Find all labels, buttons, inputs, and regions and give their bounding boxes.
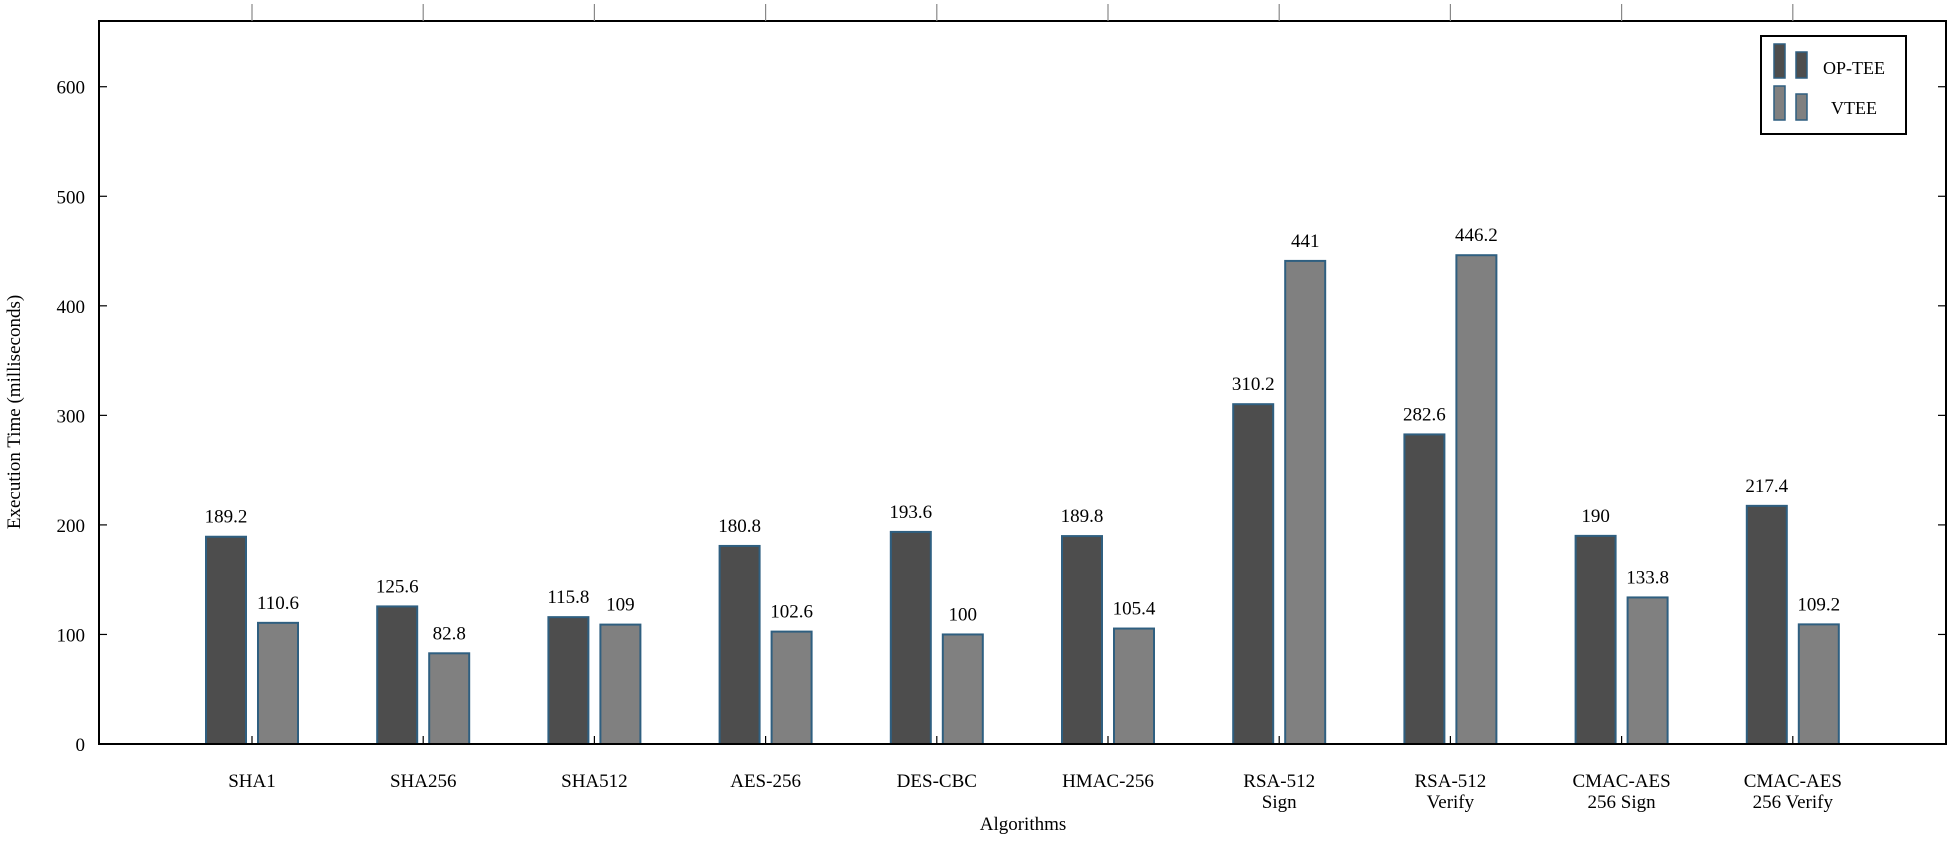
bar-op-tee-1 xyxy=(376,605,419,745)
data-label-op-tee-0: 189.2 xyxy=(205,507,248,528)
plot-frame xyxy=(98,20,1947,745)
y-tick-label: 100 xyxy=(57,625,86,646)
y-tick-label: 0 xyxy=(76,735,86,756)
data-label-op-tee-1: 125.6 xyxy=(376,576,419,597)
bar-vtee-4 xyxy=(941,633,984,745)
legend-swatch-op-tee-b xyxy=(1795,51,1808,79)
y-tick-label: 400 xyxy=(57,297,86,318)
bar-vtee-5 xyxy=(1113,627,1155,745)
data-label-vtee-5: 105.4 xyxy=(1113,599,1156,620)
bar-op-tee-8 xyxy=(1574,534,1617,746)
bar-vtee-9 xyxy=(1797,623,1840,745)
data-label-vtee-9: 109.2 xyxy=(1797,594,1840,615)
data-label-vtee-7: 446.2 xyxy=(1455,225,1498,246)
data-label-op-tee-6: 310.2 xyxy=(1232,374,1275,395)
legend-swatch-vtee xyxy=(1773,85,1786,121)
bar-vtee-8 xyxy=(1626,596,1669,745)
bar-op-tee-4 xyxy=(889,530,932,745)
bar-op-tee-7 xyxy=(1403,433,1446,745)
bar-vtee-0 xyxy=(257,621,299,745)
bar-op-tee-9 xyxy=(1745,504,1788,745)
legend-swatch-op-tee xyxy=(1773,43,1786,79)
data-label-vtee-1: 82.8 xyxy=(433,623,466,644)
data-label-op-tee-9: 217.4 xyxy=(1745,476,1788,497)
y-tick-label: 600 xyxy=(57,78,86,99)
data-label-op-tee-7: 282.6 xyxy=(1403,404,1446,425)
x-tick-label-5: HMAC-256 xyxy=(1062,771,1154,792)
data-label-vtee-6: 441 xyxy=(1291,231,1320,252)
x-axis-title: Algorithms xyxy=(980,814,1067,835)
x-tick-label-2: SHA512 xyxy=(561,771,628,792)
data-label-op-tee-2: 115.8 xyxy=(547,587,589,608)
data-label-op-tee-5: 189.8 xyxy=(1061,506,1104,527)
x-tick-label-3: AES-256 xyxy=(730,771,801,792)
x-tick-label-1: SHA256 xyxy=(390,771,457,792)
y-tick-label: 500 xyxy=(57,187,86,208)
data-label-vtee-8: 133.8 xyxy=(1626,567,1669,588)
y-axis-title: Execution Time (milliseconds) xyxy=(4,295,25,529)
y-tick-label: 200 xyxy=(57,516,86,537)
x-tick-label-7: RSA-512 Verify xyxy=(1415,771,1487,813)
x-tick-label-0: SHA1 xyxy=(228,771,276,792)
x-tick-label-9: CMAC-AES 256 Verify xyxy=(1744,771,1842,813)
data-label-vtee-0: 110.6 xyxy=(257,593,299,614)
bar-vtee-2 xyxy=(599,623,642,746)
x-tick-label-8: CMAC-AES 256 Sign xyxy=(1573,771,1671,813)
legend-label-vtee: VTEE xyxy=(1831,98,1877,118)
x-tick-label-4: DES-CBC xyxy=(897,771,977,792)
labels-layer: 189.2 110.6 125.6 82.8 115.8 109 180.8 102.6 193… xyxy=(205,225,1841,644)
legend-label-op-tee: OP-TEE xyxy=(1823,58,1885,78)
data-label-op-tee-3: 180.8 xyxy=(718,516,761,537)
legend-swatch-vtee-b xyxy=(1795,93,1808,121)
bar-vtee-6 xyxy=(1284,259,1327,745)
bar-op-tee-0 xyxy=(205,535,247,745)
bar-vtee-3 xyxy=(770,630,813,746)
bar-op-tee-2 xyxy=(547,616,590,745)
bar-vtee-7 xyxy=(1455,254,1498,745)
data-label-op-tee-8: 190 xyxy=(1581,506,1610,527)
data-label-vtee-2: 109 xyxy=(606,595,635,616)
bar-op-tee-5 xyxy=(1061,535,1103,745)
bar-vtee-1 xyxy=(428,652,471,746)
data-label-vtee-4: 100 xyxy=(949,604,978,625)
y-tick-label: 300 xyxy=(57,406,86,427)
bar-op-tee-3 xyxy=(718,544,761,746)
axes-layer: 0 100 200 300 400 500 600 SHA1 SHA256 SHA512 AES-2… xyxy=(57,4,1947,813)
legend: OP-TEE VTEE xyxy=(1760,35,1907,135)
x-tick-label-6: RSA-512 Sign xyxy=(1243,771,1315,813)
bar-op-tee-6 xyxy=(1232,403,1275,745)
bars-layer xyxy=(205,254,1840,746)
data-label-vtee-3: 102.6 xyxy=(770,602,813,623)
data-label-op-tee-4: 193.6 xyxy=(889,502,932,523)
